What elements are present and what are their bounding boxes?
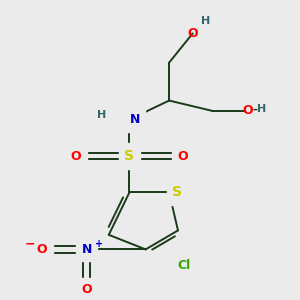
Text: S: S — [172, 185, 182, 200]
Text: O: O — [37, 243, 47, 256]
Text: O: O — [188, 27, 198, 40]
Text: Cl: Cl — [177, 259, 190, 272]
Text: O: O — [242, 104, 253, 117]
Text: –: – — [253, 105, 258, 115]
Text: N: N — [130, 113, 140, 126]
Text: H: H — [97, 110, 106, 120]
Text: O: O — [70, 149, 81, 163]
Text: S: S — [124, 149, 134, 163]
Text: H: H — [257, 104, 266, 114]
Text: O: O — [178, 149, 188, 163]
Text: H: H — [201, 16, 211, 26]
Text: +: + — [95, 238, 103, 249]
Text: −: − — [25, 238, 35, 251]
Text: N: N — [82, 243, 92, 256]
Text: O: O — [81, 283, 92, 296]
